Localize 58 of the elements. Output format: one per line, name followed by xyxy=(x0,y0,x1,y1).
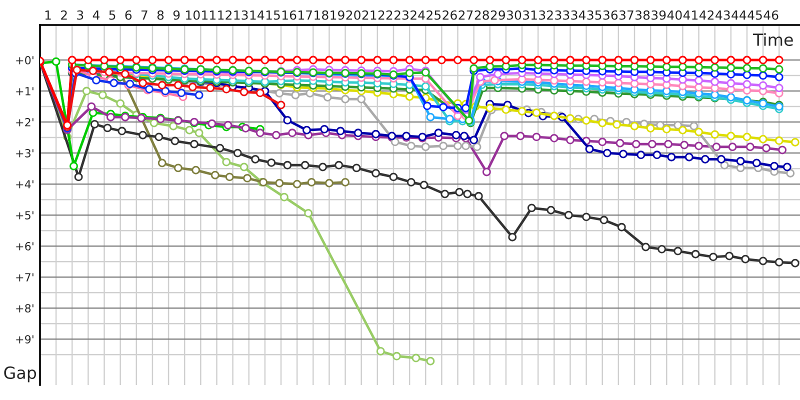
x-tick-label: 34 xyxy=(571,10,586,20)
x-tick-label: 16 xyxy=(282,10,296,20)
y-tick-label: +4' xyxy=(16,180,34,188)
x-tick-label: 9 xyxy=(173,10,180,20)
x-tick-label: 30 xyxy=(506,10,522,20)
x-tick-label: 44 xyxy=(732,10,746,20)
x-tick-label: 41 xyxy=(683,10,698,20)
y-tick-label: +6' xyxy=(16,242,34,250)
x-tick-label: 18 xyxy=(314,10,328,20)
x-tick-label: 23 xyxy=(394,10,408,20)
x-tick-label: 8 xyxy=(157,10,164,20)
x-tick-label: 3 xyxy=(77,10,84,20)
x-tick-label: 32 xyxy=(539,10,553,20)
x-tick-label: 43 xyxy=(716,10,730,20)
x-tick-label: 33 xyxy=(555,10,570,20)
x-tick-label: 29 xyxy=(490,10,505,20)
y-tick-label: +0' xyxy=(16,56,34,64)
x-tick-label: 1 xyxy=(45,10,51,20)
x-tick-label: 46 xyxy=(764,10,778,20)
x-tick-label: 21 xyxy=(362,10,376,20)
y-tick-label: +1' xyxy=(16,87,34,96)
x-tick-label: 22 xyxy=(378,10,392,20)
x-tick-label: 37 xyxy=(619,10,634,20)
x-tick-label: 17 xyxy=(298,10,312,20)
x-tick-label: 24 xyxy=(410,10,425,20)
y-tick-label: +2' xyxy=(16,118,34,126)
x-tick-label: 42 xyxy=(699,10,714,20)
y-tick-label: +8' xyxy=(16,304,34,312)
x-tick-label: 5 xyxy=(109,10,116,20)
x-tick-label: 25 xyxy=(426,10,441,20)
x-tick-label: 15 xyxy=(266,10,280,20)
x-tick-label: 6 xyxy=(125,10,132,20)
y-axis-title: Gap xyxy=(4,366,36,382)
x-tick-label: 45 xyxy=(748,10,762,20)
y-tick-label: +3' xyxy=(16,149,34,158)
x-tick-label: 2 xyxy=(61,10,67,20)
x-tick-label: 39 xyxy=(652,10,666,20)
x-tick-label: 10 xyxy=(186,10,200,20)
x-tick-label: 14 xyxy=(250,10,264,20)
x-tick-label: 4 xyxy=(92,10,100,20)
y-tick-label: +5' xyxy=(16,211,34,220)
x-tick-label: 13 xyxy=(234,10,248,20)
x-tick-label: 26 xyxy=(442,10,457,20)
x-tick-label: 31 xyxy=(523,10,537,20)
x-tick-label: 19 xyxy=(330,10,344,20)
x-tick-label: 38 xyxy=(636,10,650,20)
x-tick-label: 28 xyxy=(474,10,489,20)
x-tick-label: 36 xyxy=(603,10,618,20)
y-tick-label: +7' xyxy=(16,273,34,282)
x-tick-label: 11 xyxy=(202,10,216,20)
x-axis-title: Time xyxy=(752,33,793,46)
x-tick-label: 35 xyxy=(587,10,602,20)
x-tick-label: 27 xyxy=(458,10,473,20)
x-tick-label: 20 xyxy=(346,10,360,20)
x-tick-label: 12 xyxy=(218,10,232,20)
y-tick-label: +9' xyxy=(16,335,34,344)
x-tick-label: 7 xyxy=(141,10,148,20)
x-tick-label: 40 xyxy=(667,10,682,20)
